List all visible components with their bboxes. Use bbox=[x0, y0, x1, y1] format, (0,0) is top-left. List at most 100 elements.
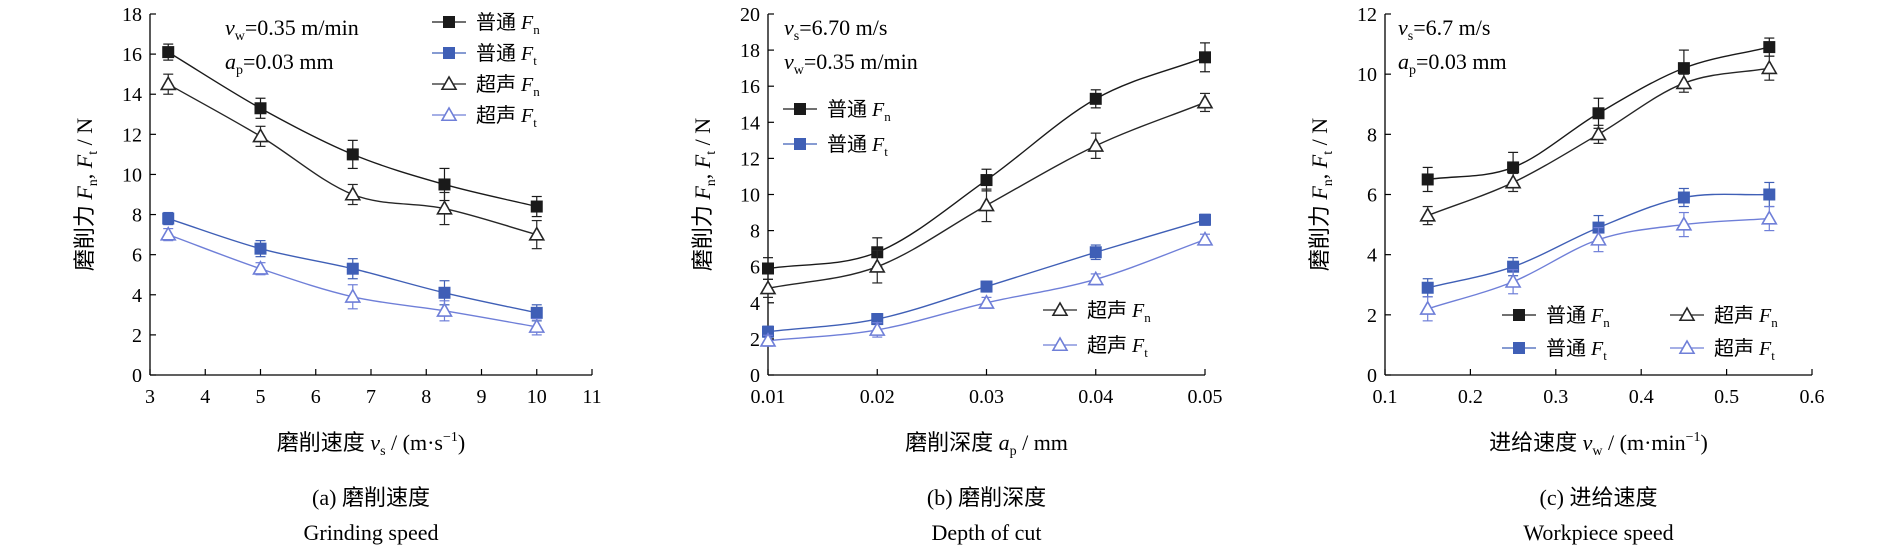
legend-label: 普通 Fn bbox=[1546, 304, 1610, 330]
data-point bbox=[1199, 51, 1211, 64]
legend-entry: 超声 Ft bbox=[1670, 337, 1775, 363]
legend-var: F bbox=[520, 43, 534, 65]
data-point bbox=[1677, 191, 1690, 204]
x-label-prefix: 磨削深度 bbox=[905, 430, 999, 455]
y-label-unit: / N bbox=[1307, 118, 1332, 151]
y-tick-label: 16 bbox=[122, 44, 142, 66]
y-tick-label: 4 bbox=[750, 293, 760, 315]
y-tick-label: 18 bbox=[740, 40, 760, 62]
y-tick-label: 14 bbox=[740, 112, 760, 134]
panel-caption-en: Grinding speed bbox=[303, 520, 438, 545]
condition-sub: s bbox=[1408, 29, 1413, 44]
panel-caption: (c) 进给速度 bbox=[1540, 485, 1658, 510]
x-axis-label: 进给速度 vw / (m·min−1) bbox=[1489, 430, 1708, 459]
legend-entry: 普通 Ft bbox=[1502, 337, 1607, 363]
series-0 bbox=[1421, 37, 1776, 193]
data-point bbox=[528, 318, 546, 333]
x-label-unit: / (m·s bbox=[386, 430, 443, 455]
x-label-prefix: 进给速度 bbox=[1489, 430, 1583, 455]
legend-sub: t bbox=[1144, 345, 1148, 360]
y-tick-label: 12 bbox=[122, 124, 142, 146]
legend-var: F bbox=[1131, 300, 1145, 322]
x-label-sup: −1 bbox=[1686, 430, 1701, 445]
data-point bbox=[1590, 125, 1607, 141]
x-label-close: ) bbox=[458, 430, 465, 455]
chart-panel-1: 0 2 4 6 8 10 12 14 16 18 20 0.01 0.02 0.03 0.04 0.05 磨削力… bbox=[690, 4, 1223, 545]
series-line bbox=[167, 233, 537, 328]
x-tick-label: 0.04 bbox=[1078, 386, 1113, 408]
data-point bbox=[762, 262, 774, 275]
data-point bbox=[1763, 41, 1776, 54]
legend-entry: 普通 Fn bbox=[783, 98, 891, 124]
data-point bbox=[1760, 209, 1778, 225]
data-point bbox=[528, 225, 546, 241]
y-label-sub: t bbox=[704, 151, 719, 155]
y-label-unit: / N bbox=[72, 118, 97, 151]
series-2 bbox=[759, 92, 1214, 298]
data-point bbox=[162, 46, 175, 59]
data-point bbox=[1421, 281, 1434, 294]
panel-caption-en: Depth of cut bbox=[932, 520, 1042, 545]
data-point bbox=[1675, 74, 1693, 90]
condition-var: v bbox=[225, 15, 235, 40]
x-label-close: ) bbox=[1701, 430, 1708, 455]
x-tick-label: 3 bbox=[145, 386, 155, 408]
data-point bbox=[1199, 213, 1211, 226]
legend-var: F bbox=[1590, 338, 1604, 360]
y-tick-label: 4 bbox=[1367, 245, 1377, 267]
data-point bbox=[868, 321, 886, 336]
y-tick-label: 2 bbox=[750, 329, 760, 351]
series-0 bbox=[762, 42, 1211, 280]
panel-caption: (a) 磨削速度 bbox=[312, 485, 430, 510]
legend-label: 普通 Fn bbox=[827, 98, 891, 124]
x-tick-label: 5 bbox=[256, 386, 266, 408]
y-tick-label: 18 bbox=[122, 4, 142, 26]
series-3 bbox=[759, 231, 1214, 347]
legend-series-name: 超声 bbox=[476, 104, 516, 127]
data-point bbox=[978, 294, 995, 309]
legend-marker bbox=[794, 138, 806, 150]
y-axis-label: 磨削力 Fn, Ft / N bbox=[1307, 118, 1336, 271]
data-point bbox=[438, 178, 451, 191]
legend-var: F bbox=[1590, 305, 1604, 327]
x-tick-label: 0.6 bbox=[1800, 386, 1825, 408]
x-tick-label: 0.3 bbox=[1543, 386, 1568, 408]
condition-value: =0.03 mm bbox=[1416, 49, 1507, 74]
legend-var: F bbox=[520, 12, 534, 34]
condition-var: a bbox=[1398, 49, 1409, 74]
y-tick-label: 2 bbox=[132, 325, 142, 347]
y-tick-label: 6 bbox=[750, 257, 760, 279]
legend-sub: t bbox=[884, 144, 888, 159]
legend-marker bbox=[440, 75, 458, 91]
legend-label: 超声 Fn bbox=[1087, 299, 1151, 325]
legend-sub: t bbox=[533, 53, 537, 68]
legend-marker bbox=[1678, 339, 1696, 355]
legend-var: F bbox=[520, 74, 534, 96]
y-tick-label: 12 bbox=[1357, 4, 1377, 26]
y-tick-label: 8 bbox=[132, 205, 142, 227]
legend-series-name: 普通 bbox=[1546, 304, 1586, 327]
data-point bbox=[1087, 270, 1105, 286]
legend-label: 普通 Fn bbox=[476, 11, 540, 37]
data-point bbox=[159, 225, 177, 241]
data-point bbox=[1087, 137, 1105, 152]
legend-entry: 超声 Fn bbox=[432, 73, 540, 99]
data-point bbox=[868, 258, 886, 273]
legend-var: F bbox=[1758, 305, 1772, 327]
legend-sub: t bbox=[1603, 348, 1607, 363]
legend-entry: 超声 Ft bbox=[1043, 334, 1148, 360]
panel-caption-en: Workpiece speed bbox=[1523, 520, 1673, 545]
x-tick-label: 10 bbox=[527, 386, 547, 408]
data-point bbox=[759, 279, 777, 295]
condition-text: ap=0.03 mm bbox=[225, 49, 334, 78]
chart-panel-2: 0 2 4 6 8 10 12 0.1 0.2 0.3 0.4 0.5 0.6 磨削力 Fn, Ft / … bbox=[1307, 4, 1825, 545]
condition-var: v bbox=[1398, 15, 1408, 40]
y-tick-label: 2 bbox=[1367, 305, 1377, 327]
legend-series-name: 超声 bbox=[476, 73, 516, 96]
y-label-var: F bbox=[72, 186, 97, 201]
x-tick-label: 0.2 bbox=[1458, 386, 1483, 408]
data-point bbox=[344, 288, 362, 303]
legend-marker bbox=[443, 16, 455, 28]
condition-value: =0.03 mm bbox=[243, 49, 334, 74]
